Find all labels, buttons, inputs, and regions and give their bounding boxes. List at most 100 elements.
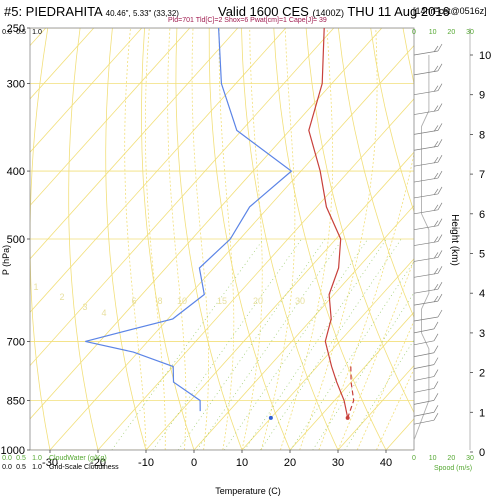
- wind-barb-flag: [433, 45, 439, 53]
- moist-adiabat: [318, 151, 414, 450]
- speed-scale-top: 10: [429, 29, 437, 36]
- temperature-tick-label: 30: [332, 457, 344, 469]
- wind-barb-flag: [433, 141, 439, 148]
- wind-barb: [413, 316, 439, 322]
- height-tick-label: 3: [479, 328, 485, 340]
- wind-barb: [413, 376, 435, 381]
- station-title: #5: PIEDRAHITA 40.46", 5.33" (33,32): [4, 4, 179, 19]
- dry-adiabat: [435, 28, 500, 450]
- mixing-ratio-line: [177, 238, 326, 450]
- wind-barb: [413, 364, 435, 369]
- wind-barb-flag: [437, 282, 443, 290]
- temperature-line: [308, 28, 349, 419]
- cloudwater-scale-bottom: 0.0: [2, 455, 12, 462]
- dry-adiabat: [241, 28, 339, 450]
- wind-barb: [413, 419, 435, 425]
- mixing-ratio-label: 6: [131, 296, 136, 306]
- wind-barb: [413, 411, 435, 417]
- wind-barb-flag: [437, 293, 443, 302]
- wind-barb-flag: [437, 139, 443, 147]
- temperature-tick-label: 40: [380, 457, 392, 469]
- wind-barb-flag: [433, 252, 439, 259]
- mixing-ratio-line: [244, 238, 387, 450]
- wind-barb-flag: [433, 85, 439, 92]
- pressure-tick-label: 500: [7, 234, 25, 246]
- dry-adiabat: [141, 28, 195, 450]
- height-tick-label: 0: [479, 447, 485, 459]
- wind-barb: [413, 388, 435, 393]
- isotherm: [30, 28, 287, 313]
- parcel-line: [347, 366, 355, 419]
- mixing-ratio-label: 1: [33, 282, 38, 292]
- y-axis-label: P (hPa): [1, 245, 11, 275]
- temperature-tick-label: 20: [284, 457, 296, 469]
- height-tick-label: 6: [479, 209, 485, 221]
- height-tick-label: 9: [479, 90, 485, 102]
- dry-adiabat: [338, 28, 414, 319]
- wind-barb-flag: [437, 202, 443, 210]
- wind-barb-flag: [437, 154, 443, 163]
- wind-barb-flag: [437, 123, 443, 131]
- cloudwater-scale-top: 1.0: [32, 29, 42, 36]
- wind-barb-flag: [433, 321, 439, 330]
- wind-barb-flag: [433, 357, 439, 365]
- mixing-ratio-label: 3: [82, 302, 87, 312]
- temperature-tick-label: -20: [90, 457, 106, 469]
- stability-indices: Pld=701 Tld[C]=2 Shox=6 Pwat[cm]=1 Cape[…: [168, 17, 327, 24]
- height-axis-label: Height (km): [449, 214, 460, 266]
- mixing-ratio-label: 20: [253, 296, 263, 306]
- temperature-tick-label: -10: [138, 457, 154, 469]
- cloudwater-label: CloudWater (g/Kg): [49, 455, 107, 462]
- wind-barb-flag: [433, 333, 439, 341]
- pressure-tick-label: 300: [7, 79, 25, 91]
- mixing-ratio-label: 15: [217, 296, 227, 306]
- isotherm: [97, 98, 414, 450]
- height-tick-label: 8: [479, 129, 485, 141]
- wind-barb: [413, 400, 435, 405]
- isotherm: [49, 44, 414, 450]
- height-tick-label: 10: [479, 50, 491, 62]
- mixing-ratio-label: 8: [157, 296, 162, 306]
- mixing-ratio-line: [196, 238, 343, 450]
- isotherm: [30, 28, 143, 153]
- cloudwater-scale-bottom: 1.0: [32, 455, 42, 462]
- surface-dewpoint-point: [268, 415, 273, 420]
- speed-scale-bottom: 10: [429, 455, 437, 462]
- forecast-label: [14hrFcst@0516z]: [413, 6, 487, 16]
- mixing-ratio-line: [111, 238, 264, 450]
- cloudiness-label: Grid-Scale Cloudiness: [49, 464, 119, 471]
- dry-adiabat: [305, 28, 414, 414]
- mixing-ratio-line: [312, 292, 414, 450]
- temperature-tick-label: -30: [42, 457, 58, 469]
- speed-axis-label: Spood (m/s): [434, 465, 472, 472]
- mixing-ratio-line: [344, 339, 414, 450]
- wind-barb-flag: [437, 309, 443, 318]
- moist-adiabat: [376, 368, 414, 450]
- wind-barb-flag: [437, 83, 443, 91]
- wind-barb-flag: [437, 218, 443, 226]
- isotherm: [337, 364, 414, 450]
- wind-barb-flag: [433, 65, 439, 73]
- dry-adiabat: [175, 28, 243, 450]
- mixing-ratio-label: 10: [177, 296, 187, 306]
- pressure-tick-label: 1000: [1, 445, 25, 457]
- moist-adiabat: [337, 259, 414, 450]
- moist-adiabat: [144, 28, 166, 450]
- pressure-tick-label: 250: [7, 23, 25, 35]
- wind-panel: 0 1 2 3 4 5 6 7 8 9 10 Height (km) 0 10 20 30 0 10 20 30 Spo…: [412, 28, 491, 472]
- surface-temperature-point: [345, 415, 350, 420]
- wind-barb-flag: [433, 125, 439, 132]
- dry-adiabat: [208, 28, 291, 450]
- speed-scale-top: 30: [466, 29, 474, 36]
- wind-barb-flag: [433, 204, 439, 211]
- pressure-tick-label: 700: [7, 336, 25, 348]
- moist-adiabat: [124, 28, 147, 450]
- station-coords: 40.46", 5.33" (33,32): [105, 9, 179, 18]
- pressure-tick-label: 400: [7, 166, 25, 178]
- isotherm: [30, 28, 239, 260]
- moist-adiabat: [241, 28, 263, 450]
- temperature-tick-label: 10: [236, 457, 248, 469]
- moist-adiabat: [280, 28, 334, 450]
- pressure-tick-label: 850: [7, 396, 25, 408]
- wind-barb: [413, 352, 435, 358]
